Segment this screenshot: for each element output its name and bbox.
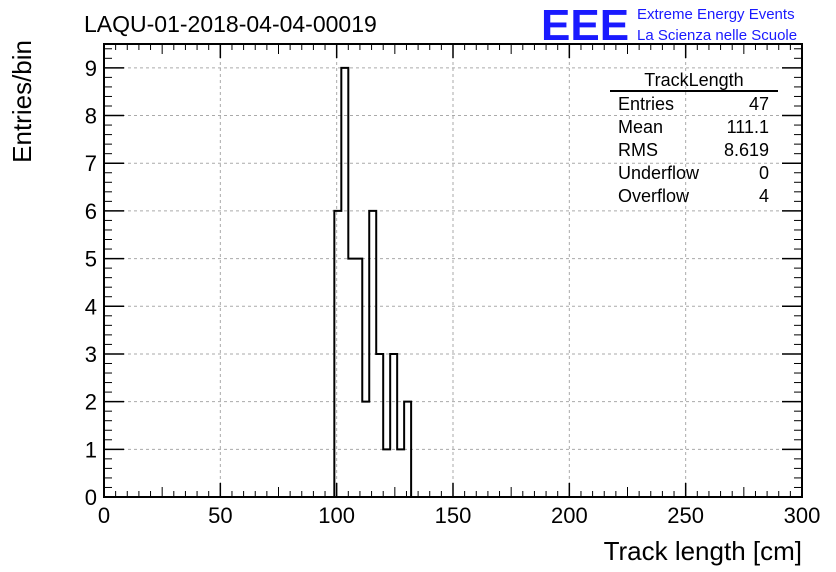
eee-logo-mark: EEE (541, 1, 629, 50)
stats-label: RMS (618, 140, 658, 160)
stats-value: 111.1 (727, 117, 769, 137)
y-tick-label: 2 (85, 390, 97, 415)
histogram-bin (334, 211, 341, 497)
y-tick-label: 6 (85, 199, 97, 224)
histogram-bin (390, 354, 397, 497)
y-tick-label: 0 (85, 485, 97, 510)
histogram-bin (348, 259, 355, 497)
stats-label: Overflow (618, 186, 690, 206)
eee-logo: EEE Extreme Energy Events La Scienza nel… (541, 1, 797, 50)
stats-value: 8.619 (724, 140, 769, 160)
x-tick-label: 250 (667, 503, 704, 528)
stats-label: Underflow (618, 163, 700, 183)
y-tick-label: 7 (85, 151, 97, 176)
histogram-bin (404, 402, 411, 497)
x-tick-labels: 0 50 100 150 200 250 300 (98, 503, 820, 528)
stats-label: Mean (618, 117, 663, 137)
histogram-bin (362, 402, 369, 497)
x-tick-label: 300 (784, 503, 821, 528)
y-tick-label: 3 (85, 342, 97, 367)
grid-lines (104, 44, 802, 497)
y-tick-label: 8 (85, 104, 97, 129)
y-tick-label: 5 (85, 247, 97, 272)
stats-box-title: TrackLength (644, 70, 743, 90)
stats-value: 0 (759, 163, 769, 183)
histogram-bin (341, 68, 348, 497)
stats-label: Entries (618, 94, 674, 114)
y-tick-label: 4 (85, 294, 97, 319)
stats-box: TrackLength Entries 47 Mean 111.1 RMS 8.619 Un… (610, 70, 778, 206)
y-tick-label: 1 (85, 437, 97, 462)
stats-value: 47 (749, 94, 769, 114)
eee-logo-line1: Extreme Energy Events (637, 6, 795, 23)
y-axis-label: Entries/bin (7, 40, 37, 163)
chart-title: LAQU-01-2018-04-04-00019 (84, 11, 377, 37)
stats-box-rows: Entries 47 Mean 111.1 RMS 8.619 Underflow 0 Over… (618, 94, 769, 206)
histogram-outline (333, 66, 413, 497)
histogram-bin (383, 449, 390, 497)
x-tick-label: 100 (318, 503, 355, 528)
stats-value: 4 (759, 186, 769, 206)
eee-logo-line2: La Scienza nelle Scuole (637, 27, 797, 44)
x-tick-label: 0 (98, 503, 110, 528)
x-axis-label: Track length [cm] (604, 536, 802, 566)
x-tick-label: 150 (435, 503, 472, 528)
histogram-bin (376, 354, 383, 497)
x-tick-label: 50 (208, 503, 232, 528)
histogram-bins (334, 68, 411, 497)
y-tick-label: 9 (85, 56, 97, 81)
x-tick-label: 200 (551, 503, 588, 528)
histogram-bin (369, 211, 376, 497)
y-tick-labels: 0 1 2 3 4 5 6 7 8 9 (85, 56, 97, 510)
histogram-bin (397, 449, 404, 497)
axis-ticks (103, 44, 803, 498)
histogram-bin (355, 259, 362, 497)
